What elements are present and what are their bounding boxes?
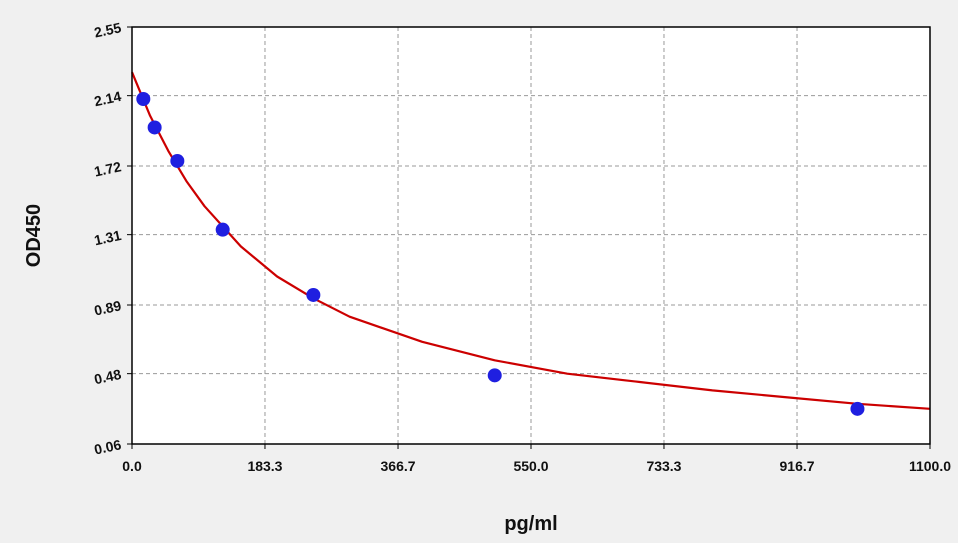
data-point bbox=[136, 92, 151, 107]
x-tick-label: 916.7 bbox=[780, 458, 815, 474]
y-tick-label: 1.31 bbox=[93, 227, 123, 248]
x-tick-label: 1100.0 bbox=[909, 458, 951, 474]
x-axis-label: pg/ml bbox=[504, 513, 557, 535]
data-point bbox=[147, 120, 162, 135]
x-tick-label: 550.0 bbox=[513, 458, 548, 474]
y-tick-label: 0.48 bbox=[93, 366, 123, 387]
y-tick-label: 2.14 bbox=[93, 88, 123, 109]
y-axis-label: OD450 bbox=[23, 204, 45, 267]
y-tick-label: 2.55 bbox=[93, 19, 123, 40]
y-tick-label: 0.06 bbox=[93, 436, 123, 457]
x-tick-label: 183.3 bbox=[247, 458, 282, 474]
fitted-curve bbox=[130, 71, 931, 410]
y-axis-ticks: 0.06 0.48 0.89 1.31 1.72 2.14 2.55 bbox=[93, 19, 132, 458]
data-point bbox=[215, 222, 230, 237]
fitted-curve-layer bbox=[130, 71, 931, 410]
data-point bbox=[487, 368, 502, 383]
x-axis-ticks: 0.0 183.3 366.7 550.0 733.3 916.7 1100.0 bbox=[122, 444, 951, 474]
data-points bbox=[136, 92, 865, 416]
y-tick-label: 1.72 bbox=[93, 158, 123, 179]
data-point bbox=[170, 153, 185, 168]
x-tick-label: 366.7 bbox=[381, 458, 416, 474]
y-tick-label: 0.89 bbox=[93, 297, 123, 318]
x-tick-label: 733.3 bbox=[646, 458, 681, 474]
data-point bbox=[306, 287, 321, 302]
plot-area bbox=[132, 27, 930, 444]
x-tick-label: 0.0 bbox=[122, 458, 142, 474]
gridlines bbox=[132, 27, 930, 444]
data-point bbox=[850, 401, 865, 416]
